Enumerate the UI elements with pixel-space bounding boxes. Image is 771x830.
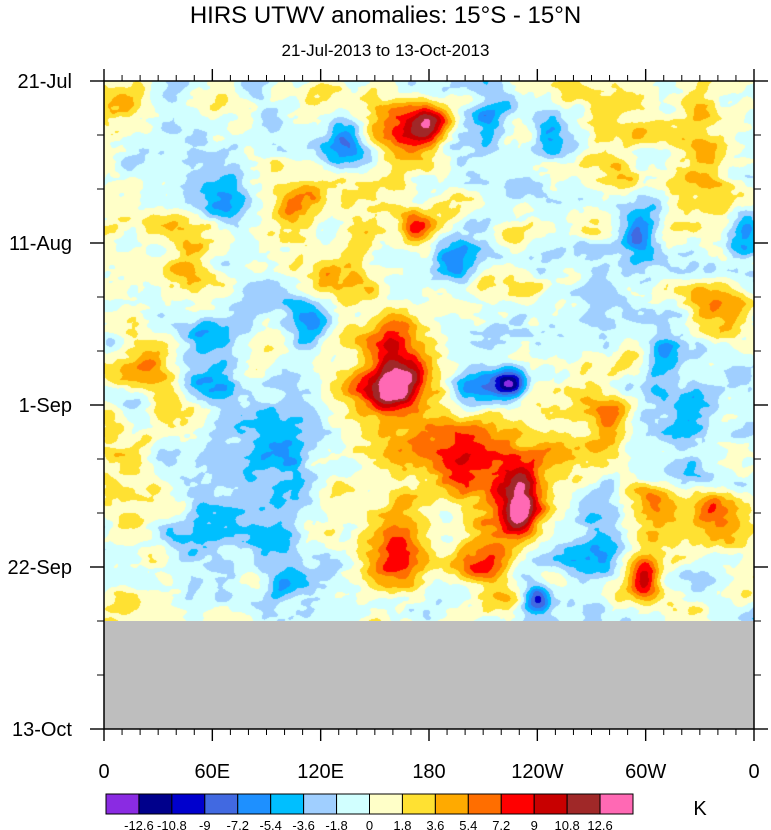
colorbar-swatch	[401, 793, 436, 815]
colorbar-swatch	[237, 793, 272, 815]
x-tick-label: 60E	[195, 761, 231, 783]
x-tick-label: 0	[748, 761, 759, 783]
colorbar-swatch	[138, 793, 173, 815]
x-tick-label: 60W	[625, 761, 666, 783]
y-tick-label: 21-Jul	[18, 71, 72, 93]
x-tick-label: 120E	[297, 761, 344, 783]
colorbar-label: -12.6	[124, 818, 154, 830]
colorbar-swatch	[105, 793, 140, 815]
axes: 0 60E 120E 180 120W 60W 0 21-Jul 11-Aug 1-Sep 22-S…	[8, 69, 768, 783]
colorbar-label: 5.4	[459, 818, 477, 830]
colorbar-label: 9	[531, 818, 538, 830]
colorbar-swatch	[204, 793, 239, 815]
colorbar-swatch	[369, 793, 403, 815]
missing-data-region	[104, 621, 754, 729]
colorbar-swatch	[566, 793, 601, 815]
colorbar-label: -9	[199, 818, 211, 830]
colorbar-unit: K	[693, 798, 707, 820]
colorbar-label: -3.6	[292, 818, 314, 830]
x-tick-label: 180	[412, 761, 445, 783]
colorbar-swatch	[303, 793, 338, 815]
colorbar-label: 12.6	[587, 818, 612, 830]
colorbar-label: -1.8	[325, 818, 347, 830]
x-tick-label: 0	[98, 761, 109, 783]
chart-subtitle: 21-Jul-2013 to 13-Oct-2013	[281, 41, 490, 60]
colorbar-swatch	[533, 793, 568, 815]
colorbar-swatch	[171, 793, 206, 815]
colorbar-swatch	[434, 793, 469, 815]
colorbar-label: -7.2	[227, 818, 249, 830]
colorbar-label: 3.6	[426, 818, 444, 830]
y-tick-label: 22-Sep	[8, 557, 73, 579]
chart-title: HIRS UTWV anomalies: 15°S - 15°N	[189, 2, 582, 29]
anomaly-field	[104, 81, 754, 621]
colorbar-label: -10.8	[157, 818, 187, 830]
colorbar-swatch	[500, 793, 535, 815]
colorbar: -12.6 -10.8 -9 -7.2 -5.4 -3.6 -1.8 0 1.8 3.6 5.4 7.…	[105, 793, 634, 830]
colorbar-label: 0	[366, 818, 373, 830]
colorbar-label: 10.8	[554, 818, 579, 830]
y-tick-label: 1-Sep	[19, 395, 72, 417]
colorbar-label: 7.2	[492, 818, 510, 830]
x-tick-label: 120W	[511, 761, 563, 783]
colorbar-label: -5.4	[259, 818, 281, 830]
colorbar-label: 1.8	[393, 818, 411, 830]
colorbar-swatch	[599, 793, 634, 815]
y-tick-label: 11-Aug	[9, 233, 72, 255]
colorbar-swatch	[270, 793, 305, 815]
colorbar-swatch	[467, 793, 502, 815]
colorbar-swatch	[336, 793, 370, 815]
y-tick-label: 13-Oct	[12, 719, 72, 741]
